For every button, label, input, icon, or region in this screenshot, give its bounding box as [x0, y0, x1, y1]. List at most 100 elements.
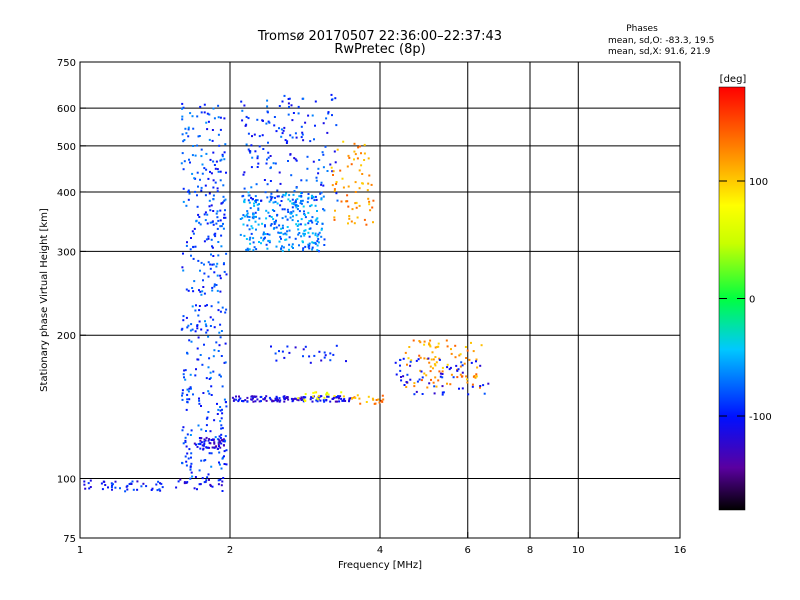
data-point	[278, 240, 281, 243]
data-point	[331, 184, 334, 187]
data-point	[217, 408, 220, 411]
data-point	[313, 138, 315, 141]
data-point	[187, 189, 190, 192]
data-point	[119, 487, 121, 490]
data-point	[291, 202, 294, 205]
data-point	[283, 94, 286, 97]
data-point	[185, 316, 188, 319]
data-point	[248, 238, 251, 241]
data-point	[292, 247, 294, 249]
data-point	[197, 259, 200, 262]
data-point	[213, 271, 216, 274]
data-point	[442, 391, 445, 394]
data-point	[198, 305, 201, 307]
data-point	[205, 377, 208, 380]
data-point	[220, 225, 223, 228]
data-point	[286, 208, 289, 211]
data-point	[200, 437, 203, 440]
data-point	[195, 368, 197, 371]
data-point	[181, 118, 184, 121]
data-point	[399, 369, 402, 372]
data-point	[187, 190, 190, 193]
data-point	[303, 398, 306, 401]
data-point	[402, 375, 405, 378]
data-point	[427, 357, 430, 360]
data-point	[213, 349, 216, 352]
data-point	[475, 375, 478, 378]
data-point	[248, 219, 251, 222]
data-point	[291, 198, 294, 201]
data-point	[258, 217, 261, 220]
data-point	[343, 398, 346, 401]
data-point	[322, 153, 325, 156]
data-point	[283, 126, 286, 129]
data-point	[320, 181, 323, 184]
data-point	[217, 219, 220, 222]
data-point	[253, 204, 256, 207]
data-point	[315, 399, 318, 402]
data-point	[294, 200, 297, 203]
data-point	[219, 336, 222, 339]
data-point	[314, 219, 317, 222]
data-point	[84, 487, 87, 490]
data-point	[353, 158, 355, 161]
data-point	[136, 488, 139, 491]
data-point	[260, 199, 263, 202]
data-point	[286, 218, 289, 221]
data-point	[252, 397, 254, 400]
data-point	[247, 117, 250, 120]
data-point	[290, 245, 293, 248]
data-point	[432, 367, 434, 370]
data-point	[330, 93, 333, 96]
data-point	[272, 201, 275, 204]
data-point	[208, 192, 211, 195]
data-point	[479, 364, 482, 367]
data-point	[297, 220, 299, 223]
data-point	[298, 210, 301, 213]
colorbar-label: [deg]	[720, 74, 747, 85]
data-point	[219, 209, 222, 212]
data-point	[199, 269, 201, 272]
data-point	[189, 373, 192, 376]
data-point	[283, 356, 286, 359]
data-point	[213, 117, 216, 120]
data-point	[198, 469, 201, 472]
data-point	[363, 218, 366, 221]
data-point	[199, 290, 202, 293]
data-point	[242, 400, 245, 403]
x-tick-label: 6	[465, 545, 471, 556]
data-point	[212, 179, 215, 182]
data-point	[317, 398, 320, 401]
data-point	[304, 229, 307, 232]
y-tick-label: 200	[57, 331, 76, 342]
data-point	[268, 121, 271, 124]
data-point	[220, 427, 223, 430]
data-point	[307, 197, 310, 200]
data-point	[186, 351, 188, 354]
data-point	[205, 325, 208, 328]
data-point	[334, 209, 336, 212]
data-point	[194, 245, 197, 248]
data-point	[184, 369, 187, 372]
data-point	[221, 490, 224, 492]
data-point	[292, 112, 295, 114]
data-point	[368, 200, 371, 203]
data-point	[308, 244, 311, 247]
data-point	[267, 120, 270, 123]
data-point	[325, 398, 328, 401]
data-point	[213, 442, 216, 445]
data-point	[471, 385, 474, 388]
data-point	[207, 235, 210, 238]
data-point	[210, 204, 213, 207]
data-point	[183, 160, 186, 163]
data-point	[382, 398, 385, 401]
data-point	[365, 401, 368, 403]
data-point	[280, 128, 283, 131]
data-point	[316, 400, 319, 403]
data-point	[464, 346, 467, 348]
data-point	[183, 139, 186, 141]
data-point	[418, 378, 421, 381]
data-point	[288, 236, 291, 239]
data-point	[366, 189, 369, 192]
data-point	[195, 304, 197, 307]
